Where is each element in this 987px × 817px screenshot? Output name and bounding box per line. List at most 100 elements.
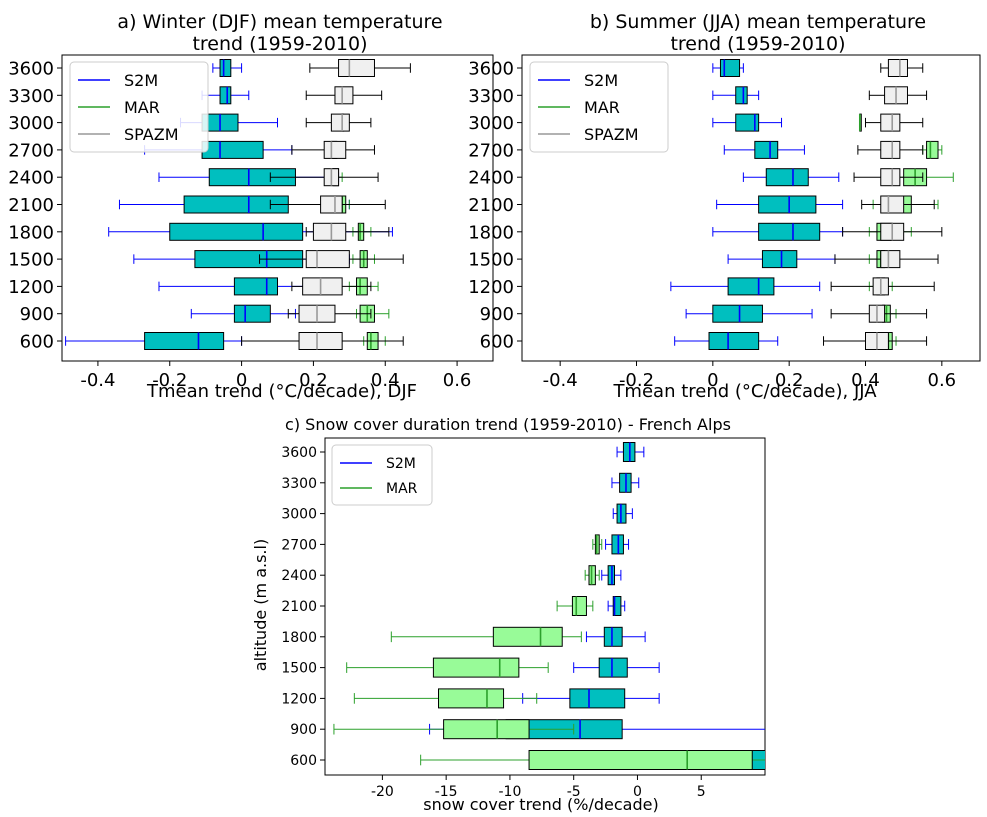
box-mar-1800 bbox=[390, 626, 582, 647]
box-iqr bbox=[219, 86, 232, 105]
panel-c-y-tick-label: 3000 bbox=[281, 507, 317, 523]
box-spazm-1500 bbox=[834, 250, 939, 269]
panel-b-title-line1: b) Summer (JJA) mean temperature bbox=[590, 11, 926, 33]
box-iqr bbox=[443, 719, 530, 740]
box-mar-1200 bbox=[353, 688, 538, 709]
box-s2m-3600 bbox=[616, 442, 645, 462]
box-mar-600 bbox=[420, 750, 765, 770]
panel-a-title-line1: a) Winter (DJF) mean temperature bbox=[117, 11, 442, 33]
box-iqr bbox=[880, 168, 901, 187]
legend-label-spazm: SPAZM bbox=[124, 125, 179, 144]
box-iqr bbox=[612, 596, 622, 616]
box-spazm-900 bbox=[287, 304, 372, 323]
box-iqr bbox=[438, 688, 505, 709]
panel-a-y-tick-label: 3600 bbox=[8, 58, 54, 79]
panel-b-y-tick-label: 3300 bbox=[468, 86, 514, 107]
panel-b-title-line2: trend (1959-2010) bbox=[670, 33, 845, 55]
box-mar-2700 bbox=[922, 140, 943, 159]
panel-a: a) Winter (DJF) mean temperature trend (… bbox=[8, 11, 494, 402]
panel-a-x-tick-label: -0.4 bbox=[80, 370, 115, 391]
panel-a-x-tick-label: 0 bbox=[236, 370, 247, 391]
panel-b: b) Summer (JJA) mean temperature trend (… bbox=[468, 11, 981, 402]
box-spazm-600 bbox=[241, 332, 404, 350]
box-spazm-1800 bbox=[842, 222, 943, 241]
panel-a-plot-area: -0.4 -0.2 0 0.2 0.4 0.6 600 900 1200 1500 1800 2100… bbox=[8, 54, 494, 391]
box-iqr bbox=[719, 59, 741, 77]
box-spazm-3300 bbox=[305, 86, 383, 105]
box-iqr bbox=[754, 140, 779, 159]
box-iqr bbox=[338, 59, 375, 77]
panel-b-y-tick-label: 1200 bbox=[468, 277, 514, 298]
panel-a-x-tick-label: 0.4 bbox=[371, 370, 400, 391]
box-iqr bbox=[708, 332, 760, 350]
panel-a-y-tick-label: 3000 bbox=[8, 113, 54, 134]
panel-b-y-tick-label: 2700 bbox=[468, 140, 514, 161]
box-iqr bbox=[712, 304, 763, 323]
box-iqr bbox=[492, 626, 563, 647]
box-s2m-2400 bbox=[742, 168, 840, 187]
panel-c: c) Snow cover duration trend (1959-2010)… bbox=[251, 415, 766, 814]
box-s2m-1200 bbox=[158, 277, 314, 296]
panel-c-y-tick-label: 2700 bbox=[281, 537, 317, 553]
box-s2m-3300 bbox=[201, 86, 250, 105]
box-spazm-2400 bbox=[269, 168, 379, 187]
box-iqr bbox=[298, 332, 343, 350]
box-spazm-3000 bbox=[865, 113, 924, 132]
box-s2m-1200 bbox=[522, 688, 660, 709]
panel-b-x-tick-label: 0.4 bbox=[851, 370, 880, 391]
panel-a-y-tick-label: 2100 bbox=[8, 195, 54, 216]
panel-b-plot-area: -0.4 -0.2 0 0.2 0.4 0.6 600 900 1200 1500 1800 2100… bbox=[468, 54, 981, 391]
panel-b-x-tick-label: -0.4 bbox=[543, 370, 578, 391]
box-s2m-600 bbox=[674, 332, 779, 350]
box-s2m-900 bbox=[685, 304, 813, 323]
panel-c-y-tick-label: 2100 bbox=[281, 599, 317, 615]
panel-b-x-axis-label: Tmean trend (°C/decade), JJA bbox=[612, 381, 877, 402]
box-s2m-600 bbox=[65, 332, 243, 350]
panel-a-frame bbox=[61, 54, 494, 362]
box-iqr bbox=[880, 250, 901, 269]
box-iqr bbox=[233, 277, 278, 296]
panel-a-y-tick-label: 2700 bbox=[8, 140, 54, 161]
panel-a-x-tick-label: -0.2 bbox=[152, 370, 187, 391]
box-s2m-3300 bbox=[712, 86, 760, 105]
box-spazm-3300 bbox=[868, 86, 928, 105]
box-iqr bbox=[735, 113, 760, 132]
panel-b-y-tick-label: 1800 bbox=[468, 222, 514, 243]
box-s2m-1500 bbox=[727, 250, 836, 269]
panel-c-x-axis-label: snow cover trend (%/decade) bbox=[423, 795, 658, 814]
box-s2m-3600 bbox=[212, 59, 243, 77]
box-iqr bbox=[765, 168, 809, 187]
box-iqr bbox=[758, 222, 821, 241]
box-s2m-3000 bbox=[712, 113, 783, 132]
box-s2m-1800 bbox=[712, 222, 844, 241]
legend-label-mar: MAR bbox=[584, 98, 620, 117]
box-iqr bbox=[432, 657, 520, 678]
box-spazm-1800 bbox=[305, 222, 390, 241]
box-iqr bbox=[323, 140, 347, 159]
box-s2m-3600 bbox=[712, 59, 744, 77]
box-spazm-900 bbox=[830, 304, 928, 323]
box-spazm-1500 bbox=[259, 250, 404, 269]
panel-c-x-tick-label: -5 bbox=[567, 784, 581, 800]
box-iqr bbox=[571, 596, 587, 616]
legend-label-spazm: SPAZM bbox=[584, 125, 639, 144]
panel-c-x-tick-label: 0 bbox=[633, 784, 642, 800]
panel-c-x-tick-label: -20 bbox=[371, 784, 394, 800]
box-s2m-2100 bbox=[607, 596, 626, 616]
panel-c-x-tick-label: 5 bbox=[697, 784, 706, 800]
box-spazm-2100 bbox=[269, 195, 386, 214]
box-iqr bbox=[735, 86, 748, 105]
box-iqr bbox=[233, 304, 271, 323]
panel-a-y-tick-label: 3300 bbox=[8, 86, 54, 107]
box-iqr bbox=[887, 59, 908, 77]
panel-b-legend: S2M MAR SPAZM bbox=[529, 61, 669, 153]
panel-c-legend: S2M MAR bbox=[331, 444, 433, 506]
panel-b-y-tick-label: 1500 bbox=[468, 250, 514, 271]
panel-c-y-tick-label: 900 bbox=[290, 722, 317, 738]
panel-b-x-tick-label: 0 bbox=[707, 370, 718, 391]
box-s2m-2400 bbox=[601, 565, 622, 586]
box-s2m-2700 bbox=[605, 534, 630, 555]
panel-a-y-tick-label: 900 bbox=[20, 304, 54, 325]
legend-label-s2m: S2M bbox=[124, 71, 158, 90]
